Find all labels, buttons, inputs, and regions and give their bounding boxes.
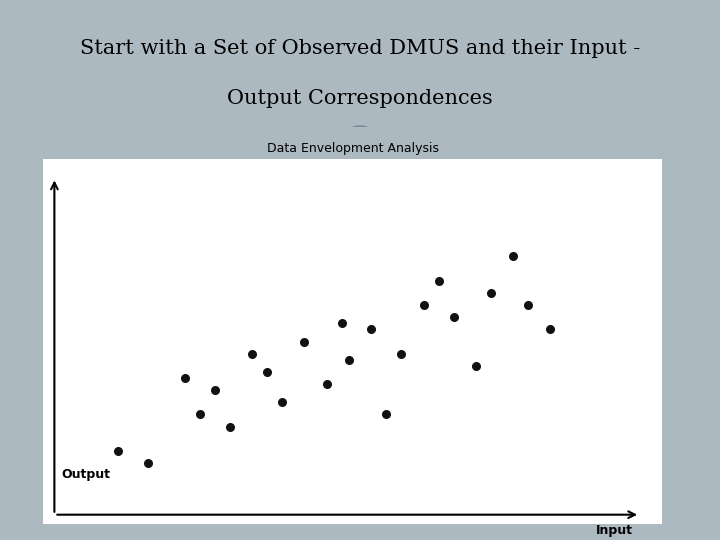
Text: Output Correspondences: Output Correspondences (227, 90, 493, 109)
Point (545, 325, 557, 334)
Point (418, 301, 429, 309)
Point (209, 386, 220, 394)
Point (395, 349, 407, 358)
Point (246, 349, 258, 358)
Point (224, 422, 235, 431)
Point (485, 288, 497, 297)
Point (433, 276, 444, 285)
Point (343, 355, 355, 364)
Point (366, 325, 377, 334)
Point (321, 380, 333, 388)
Text: Output: Output (62, 468, 111, 481)
Point (194, 410, 206, 419)
Point (508, 252, 519, 261)
Title: Data Envelopment Analysis: Data Envelopment Analysis (267, 143, 438, 156)
Point (299, 337, 310, 346)
Point (112, 447, 124, 455)
Text: Input: Input (595, 524, 633, 537)
Point (381, 410, 392, 419)
Point (336, 319, 347, 328)
Point (179, 374, 191, 382)
Point (470, 362, 482, 370)
Point (448, 313, 459, 321)
Point (142, 458, 153, 467)
Text: Start with a Set of Observed DMUS and their Input -: Start with a Set of Observed DMUS and th… (80, 39, 640, 58)
Point (276, 398, 288, 407)
Point (522, 301, 534, 309)
Point (261, 368, 273, 376)
